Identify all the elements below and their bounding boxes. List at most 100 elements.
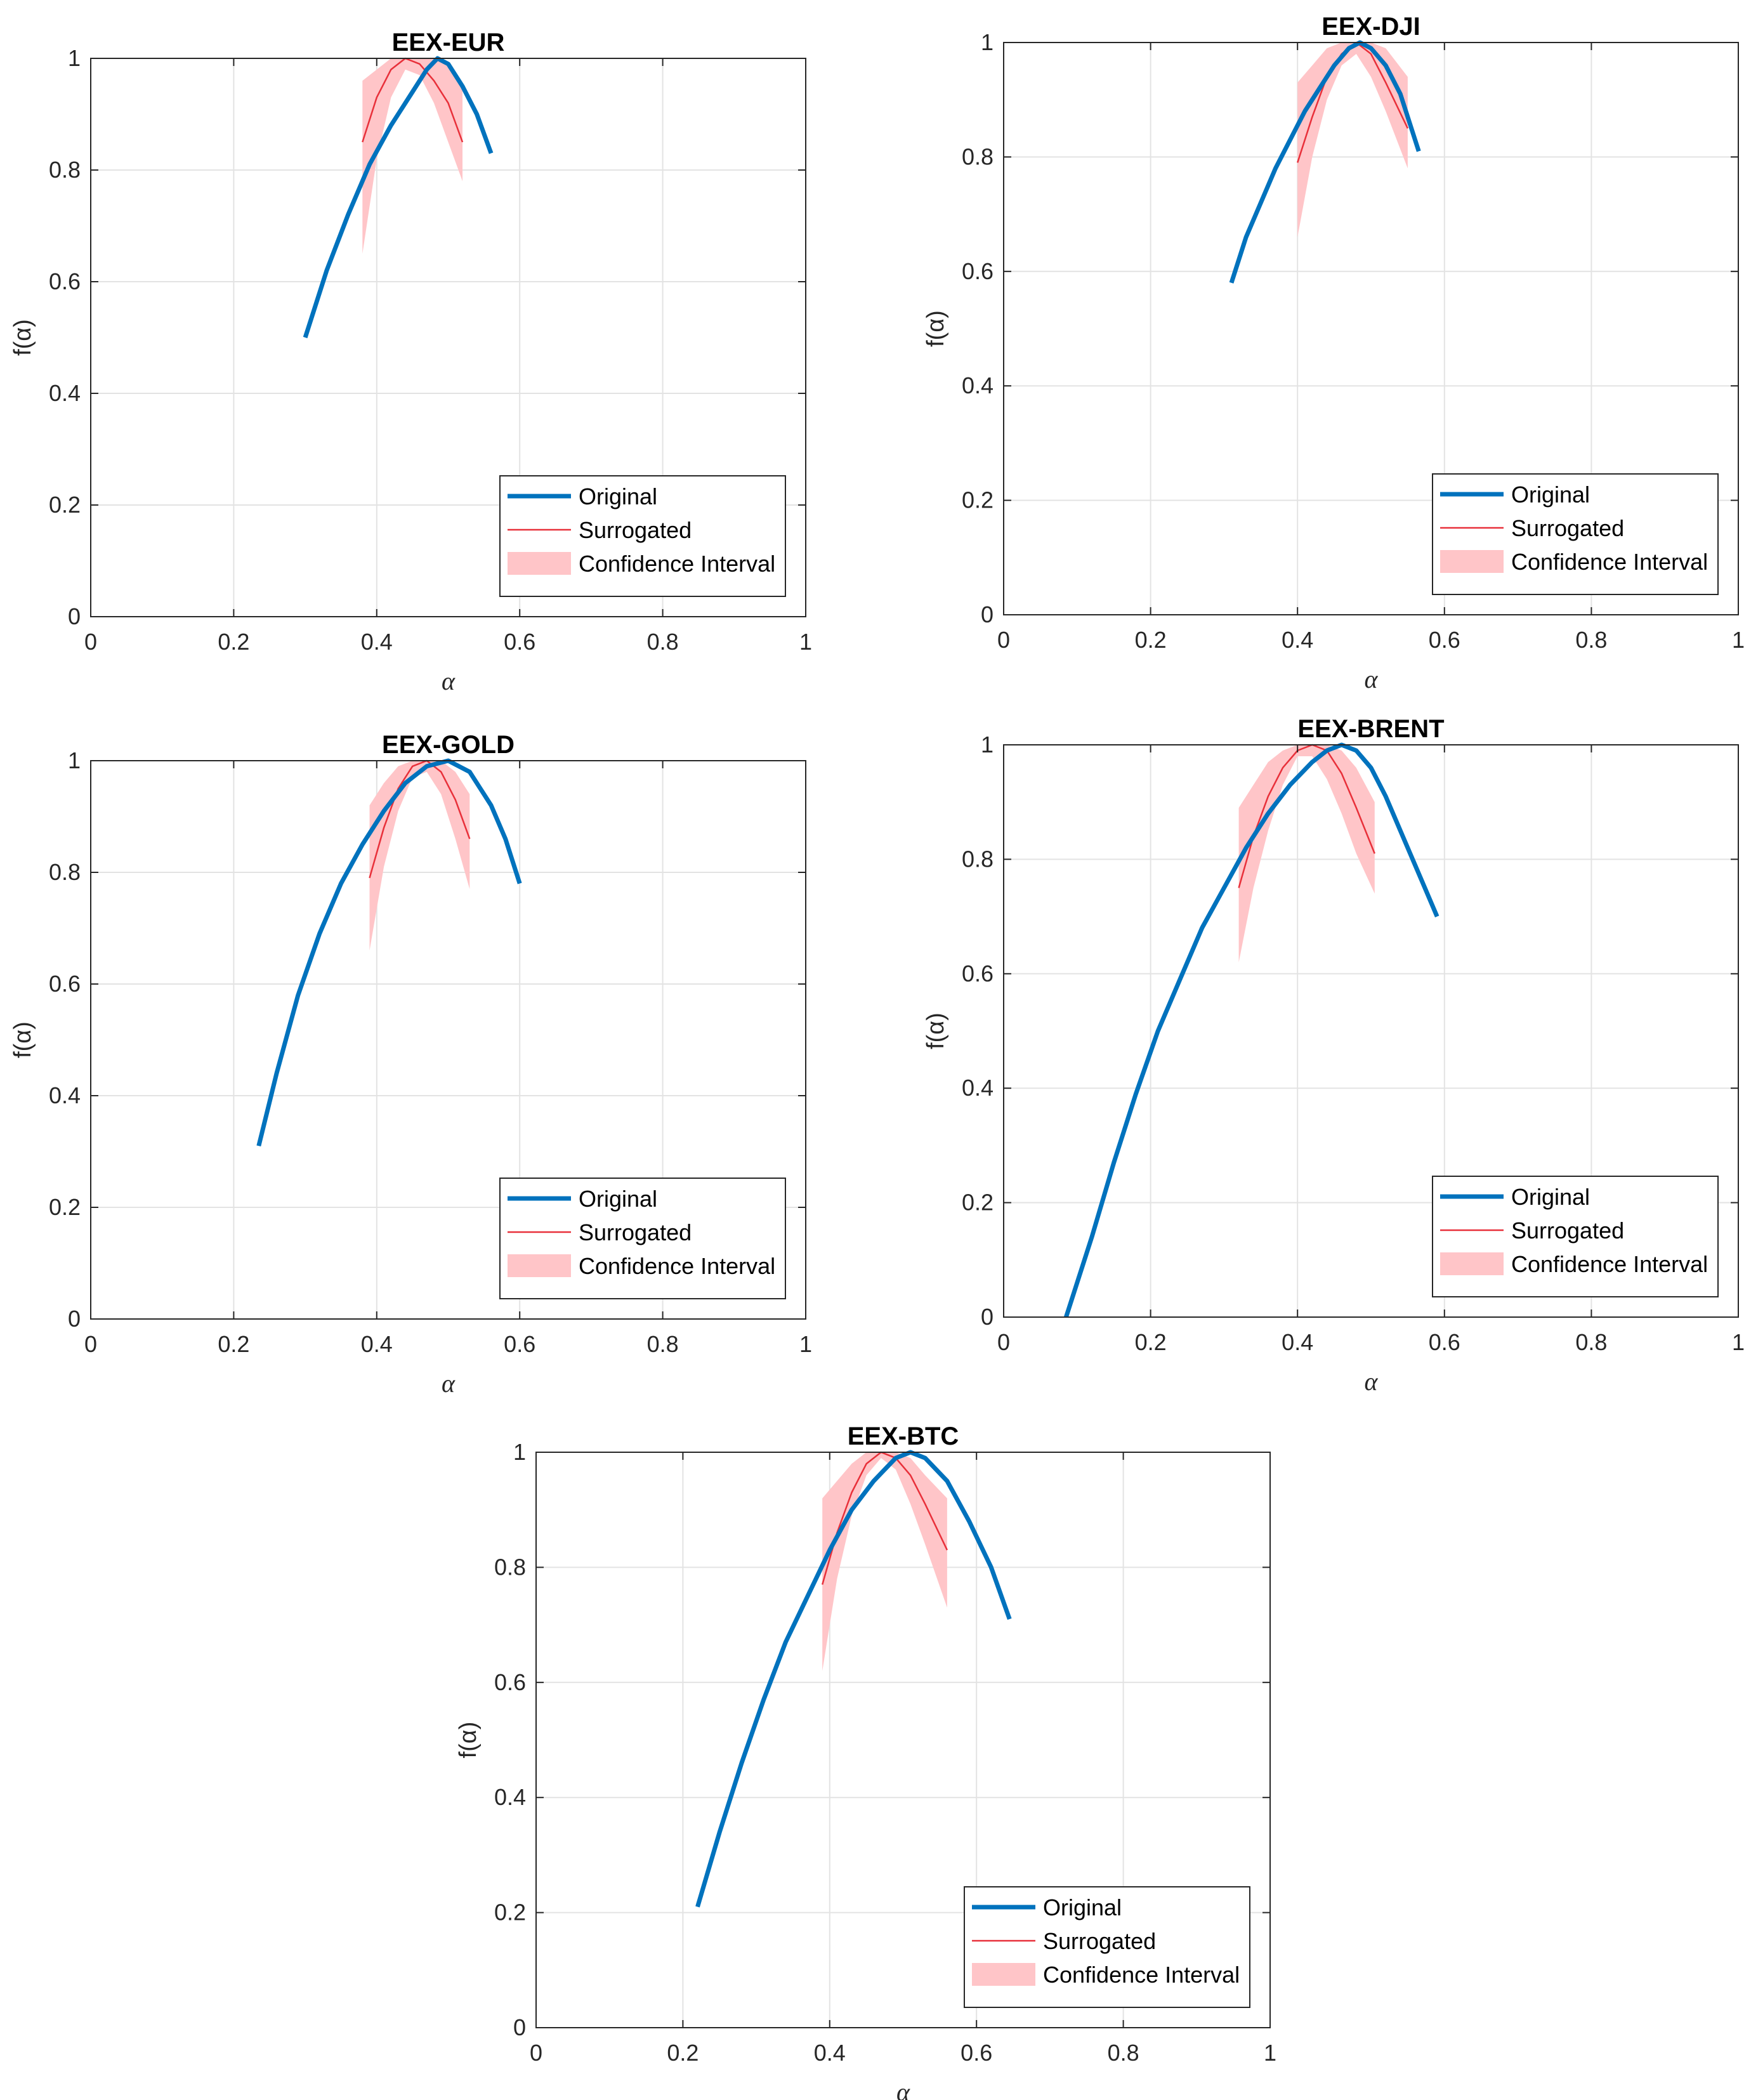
chart-title: EEX-DJI [1321,13,1420,41]
legend-ci-swatch [1440,550,1504,573]
legend-entry-label: Original [579,1186,657,1212]
x-tick-label: 0.4 [814,2040,846,2066]
x-tick-label: 0.6 [504,629,535,655]
x-axis-label: α [1365,665,1379,693]
original-line [695,1450,1012,1908]
y-tick-label: 0.6 [49,971,81,997]
legend-entry-label: Confidence Interval [579,551,775,577]
x-tick-label: 0.2 [1135,627,1167,653]
x-tick-label: 1 [799,629,812,655]
chart-panel: 0 0.2 0.4 0.6 0.8 1 0 0.2 0.4 0.6 0.8 1 EEX-DJI α f(α)… [922,13,1745,693]
confidence-interval-band [369,761,470,951]
y-tick-label: 0.6 [962,961,994,987]
x-tick-label: 0.6 [504,1331,535,1357]
y-tick-label: 0.6 [494,1669,526,1695]
x-tick-label: 0.6 [1429,627,1460,653]
axes-frame [1003,744,1739,1318]
x-tick-label: 0.8 [647,1331,679,1357]
legend-entry-label: Surrogated [579,1219,692,1245]
legend-entry-label: Surrogated [1043,1928,1156,1954]
x-tick-label: 0.8 [1575,1329,1607,1355]
y-tick-label: 1 [981,732,994,758]
x-tick-label: 0.4 [1282,1329,1313,1355]
axes-frame [90,58,806,617]
x-tick-label: 0.2 [218,1331,249,1357]
legend-entry-label: Confidence Interval [1511,549,1708,575]
legend-ci-swatch [972,1963,1035,1986]
y-tick-label: 0.4 [49,1082,81,1108]
y-tick-label: 1 [68,45,81,71]
legend-entry-label: Confidence Interval [1511,1251,1708,1277]
y-axis-label: f(α) [10,1021,36,1058]
legend-entry-label: Surrogated [1511,515,1624,541]
original-line [1064,742,1439,1318]
chart-title: EEX-BTC [848,1422,959,1450]
x-tick-label: 0.8 [647,629,679,655]
chart-title: EEX-GOLD [382,731,515,759]
y-tick-label: 0.2 [962,487,994,513]
legend-ci-swatch [1440,1252,1504,1275]
x-tick-label: 0.2 [667,2040,698,2066]
surrogated-line [362,57,464,143]
legend-entry-label: Original [1511,482,1590,508]
legend-entry-label: Original [1511,1184,1590,1210]
y-tick-label: 0.2 [49,1194,81,1220]
y-tick-label: 0.8 [49,157,81,183]
x-tick-label: 1 [1264,2040,1276,2066]
x-tick-label: 0.8 [1108,2040,1139,2066]
legend-entry-label: Original [1043,1894,1122,1920]
y-tick-label: 0.8 [494,1554,526,1580]
y-tick-label: 0.8 [962,143,994,169]
y-tick-label: 0.4 [962,1075,994,1101]
chart-title: EEX-BRENT [1297,715,1444,743]
y-tick-label: 0.6 [49,268,81,294]
original-line [303,56,494,339]
y-tick-label: 0.2 [494,1900,526,1926]
y-tick-label: 0.2 [49,492,81,518]
y-tick-label: 0.6 [962,258,994,284]
x-tick-label: 0 [84,629,97,655]
x-tick-label: 0.4 [361,1331,393,1357]
chart-panel: 0 0.2 0.4 0.6 0.8 1 0 0.2 0.4 0.6 0.8 1 EEX-BRENT α f(… [922,715,1745,1396]
y-tick-label: 0.8 [962,846,994,872]
x-tick-label: 0.2 [218,629,249,655]
chart-panel: 0 0.2 0.4 0.6 0.8 1 0 0.2 0.4 0.6 0.8 1 EEX-EUR α f(α)… [10,29,812,695]
x-tick-label: 0 [997,1329,1010,1355]
x-tick-label: 0 [84,1331,97,1357]
x-tick-label: 1 [799,1331,812,1357]
y-tick-label: 1 [513,1439,526,1465]
x-tick-label: 0.8 [1575,627,1607,653]
legend: Original Surrogated Confidence Interval [499,475,786,597]
surrogated-line [369,759,471,879]
y-tick-label: 0 [68,1306,81,1332]
original-line [1229,40,1421,284]
axes-frame [1003,42,1739,615]
x-tick-label: 0 [997,627,1010,653]
surrogated-line [1238,744,1375,888]
x-axis-label: α [442,667,456,695]
x-tick-label: 1 [1732,1329,1745,1355]
x-axis-label: α [896,2078,910,2100]
y-tick-label: 1 [981,29,994,55]
y-tick-label: 1 [68,747,81,773]
chart-panel: 0 0.2 0.4 0.6 0.8 1 0 0.2 0.4 0.6 0.8 1 EEX-GOLD α f(α… [10,731,812,1398]
original-line [256,758,522,1147]
x-tick-label: 0.4 [1282,627,1313,653]
axes-frame [90,760,806,1320]
legend-entry-label: Surrogated [1511,1217,1624,1244]
y-axis-label: f(α) [455,1722,482,1759]
y-tick-label: 0.4 [962,372,994,398]
y-tick-label: 0 [513,2014,526,2040]
chart-title: EEX-EUR [392,29,505,56]
x-tick-label: 0.6 [961,2040,992,2066]
confidence-interval-band [362,58,462,254]
x-tick-label: 1 [1732,627,1745,653]
x-tick-label: 0.4 [361,629,393,655]
y-tick-label: 0.8 [49,859,81,885]
legend-ci-swatch [508,1254,571,1277]
confidence-interval-band [1238,745,1375,962]
legend: Original Surrogated Confidence Interval [499,1178,786,1299]
legend-entry-label: Original [579,483,657,509]
legend: Original Surrogated Confidence Interval [964,1886,1250,2008]
